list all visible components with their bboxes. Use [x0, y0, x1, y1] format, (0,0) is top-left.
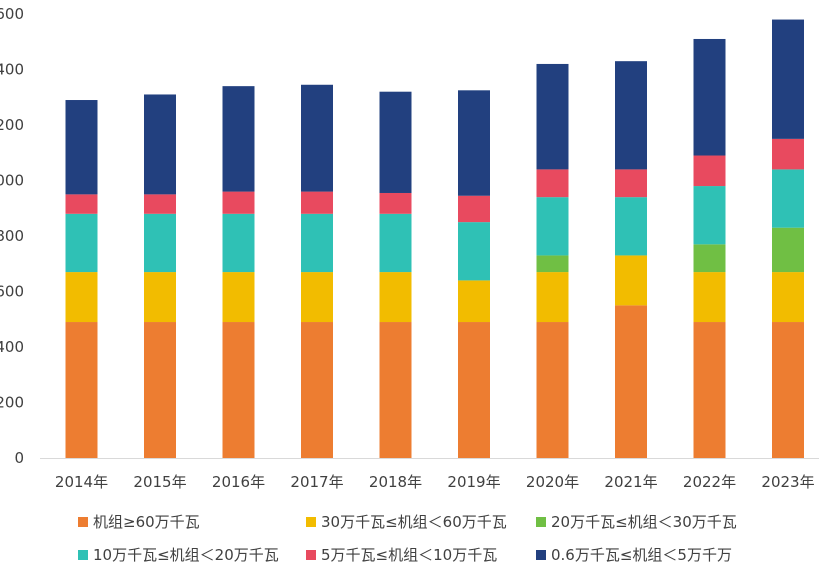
bar-segment-6 [772, 19, 804, 139]
bar-segment-5 [536, 169, 569, 198]
y-tick-label: 1400 [0, 61, 24, 79]
legend-item: 20万千瓦≤机组＜30万千瓦 [536, 511, 737, 532]
legend-label: 10万千瓦≤机组＜20万千瓦 [93, 546, 279, 564]
x-tick-label: 2021年 [604, 473, 657, 491]
bar-segment-2 [301, 272, 333, 323]
legend-swatch [78, 549, 88, 560]
bar-segment-1 [65, 322, 98, 458]
bar-segment-4 [772, 169, 804, 228]
x-tick-label: 2017年 [290, 473, 343, 491]
x-tick-label: 2018年 [369, 473, 422, 491]
bar-segment-6 [536, 63, 569, 170]
legend-item: 0.6万千瓦≤机组＜5万千万 [536, 544, 732, 565]
bar-segment-1 [144, 322, 176, 458]
bar-segment-5 [222, 191, 255, 214]
bar-segment-6 [379, 91, 412, 193]
bar-segment-2 [144, 272, 176, 323]
legend-item: 30万千瓦≤机组＜60万千瓦 [306, 511, 507, 532]
legend-item: 10万千瓦≤机组＜20万千瓦 [78, 544, 279, 565]
bar-segment-6 [615, 61, 647, 170]
bar-segment-2 [222, 272, 255, 323]
legend-swatch [78, 516, 88, 527]
bar-segment-4 [222, 213, 255, 273]
x-tick-label: 2014年 [55, 473, 108, 491]
bar-segment-4 [144, 213, 176, 273]
bar-segment-1 [222, 322, 255, 458]
bar-segment-2 [693, 272, 726, 323]
bar-segment-1 [379, 322, 412, 458]
bar-segment-2 [536, 272, 569, 323]
chart-legend: 机组≥60万千瓦 30万千瓦≤机组＜60万千瓦 20万千瓦≤机组＜30万千瓦 10万千… [0, 508, 819, 576]
legend-label: 机组≥60万千瓦 [93, 513, 200, 531]
bar-segment-4 [458, 222, 490, 281]
bar-segment-2 [615, 255, 647, 306]
bar-segment-6 [222, 86, 255, 192]
bar-segment-4 [301, 213, 333, 273]
legend-swatch [306, 549, 316, 560]
x-tick-label: 2016年 [212, 473, 265, 491]
legend-label: 0.6万千瓦≤机组＜5万千万 [551, 546, 732, 564]
bar-segment-6 [301, 84, 333, 192]
y-tick-label: 1200 [0, 116, 24, 134]
legend-swatch [306, 516, 316, 527]
bar-segment-5 [65, 194, 98, 214]
bar-segment-1 [693, 322, 726, 458]
bar-segment-2 [772, 272, 804, 323]
bar-segment-4 [65, 213, 98, 273]
legend-label: 20万千瓦≤机组＜30万千瓦 [551, 513, 737, 531]
bar-segment-5 [693, 155, 726, 187]
bar-segment-5 [615, 169, 647, 198]
legend-swatch [536, 549, 546, 560]
bar-segment-5 [144, 194, 176, 214]
x-tick-label: 2019年 [447, 473, 500, 491]
bar-segment-5 [772, 138, 804, 170]
bar-segment-4 [615, 197, 647, 256]
bar-segment-6 [65, 100, 98, 195]
y-tick-label: 600 [0, 283, 24, 301]
bar-segment-2 [458, 280, 490, 323]
bar-segment-4 [536, 197, 569, 256]
legend-swatch [536, 516, 546, 527]
y-tick-label: 0 [14, 449, 24, 467]
y-tick-label: 1600 [0, 5, 24, 23]
x-tick-label: 2023年 [761, 473, 814, 491]
bar-segment-5 [301, 191, 333, 214]
stacked-bar-chart: 0 200 400 600 800 1000 1200 1400 1600 2014年 2015年 2… [0, 5, 819, 491]
bar-segment-6 [693, 38, 726, 156]
bar-segment-1 [772, 322, 804, 458]
bar-segment-5 [458, 195, 490, 223]
bar-segment-4 [693, 186, 726, 245]
y-tick-label: 800 [0, 227, 24, 245]
legend-label: 5万千瓦≤机组＜10万千瓦 [321, 546, 498, 564]
x-tick-label: 2020年 [526, 473, 579, 491]
y-tick-label: 1000 [0, 172, 24, 190]
x-tick-label: 2015年 [133, 473, 186, 491]
bar-segment-2 [65, 272, 98, 323]
legend-item: 机组≥60万千瓦 [78, 511, 200, 532]
legend-item: 5万千瓦≤机组＜10万千瓦 [306, 544, 497, 565]
bar-segment-6 [458, 90, 490, 196]
bar-segment-1 [301, 322, 333, 458]
bar-segment-4 [379, 213, 412, 273]
bar-segment-3 [536, 255, 569, 273]
y-tick-label: 400 [0, 338, 24, 356]
bar-segment-3 [772, 227, 804, 273]
bar-segment-3 [693, 244, 726, 273]
bar-segment-6 [144, 94, 176, 195]
bar-segment-1 [458, 322, 490, 458]
bar-segment-2 [379, 272, 412, 323]
x-tick-label: 2022年 [683, 473, 736, 491]
bar-segment-1 [536, 322, 569, 458]
bar-segment-5 [379, 192, 412, 214]
y-tick-label: 200 [0, 394, 24, 412]
bar-segment-1 [615, 305, 647, 458]
legend-label: 30万千瓦≤机组＜60万千瓦 [321, 513, 507, 531]
